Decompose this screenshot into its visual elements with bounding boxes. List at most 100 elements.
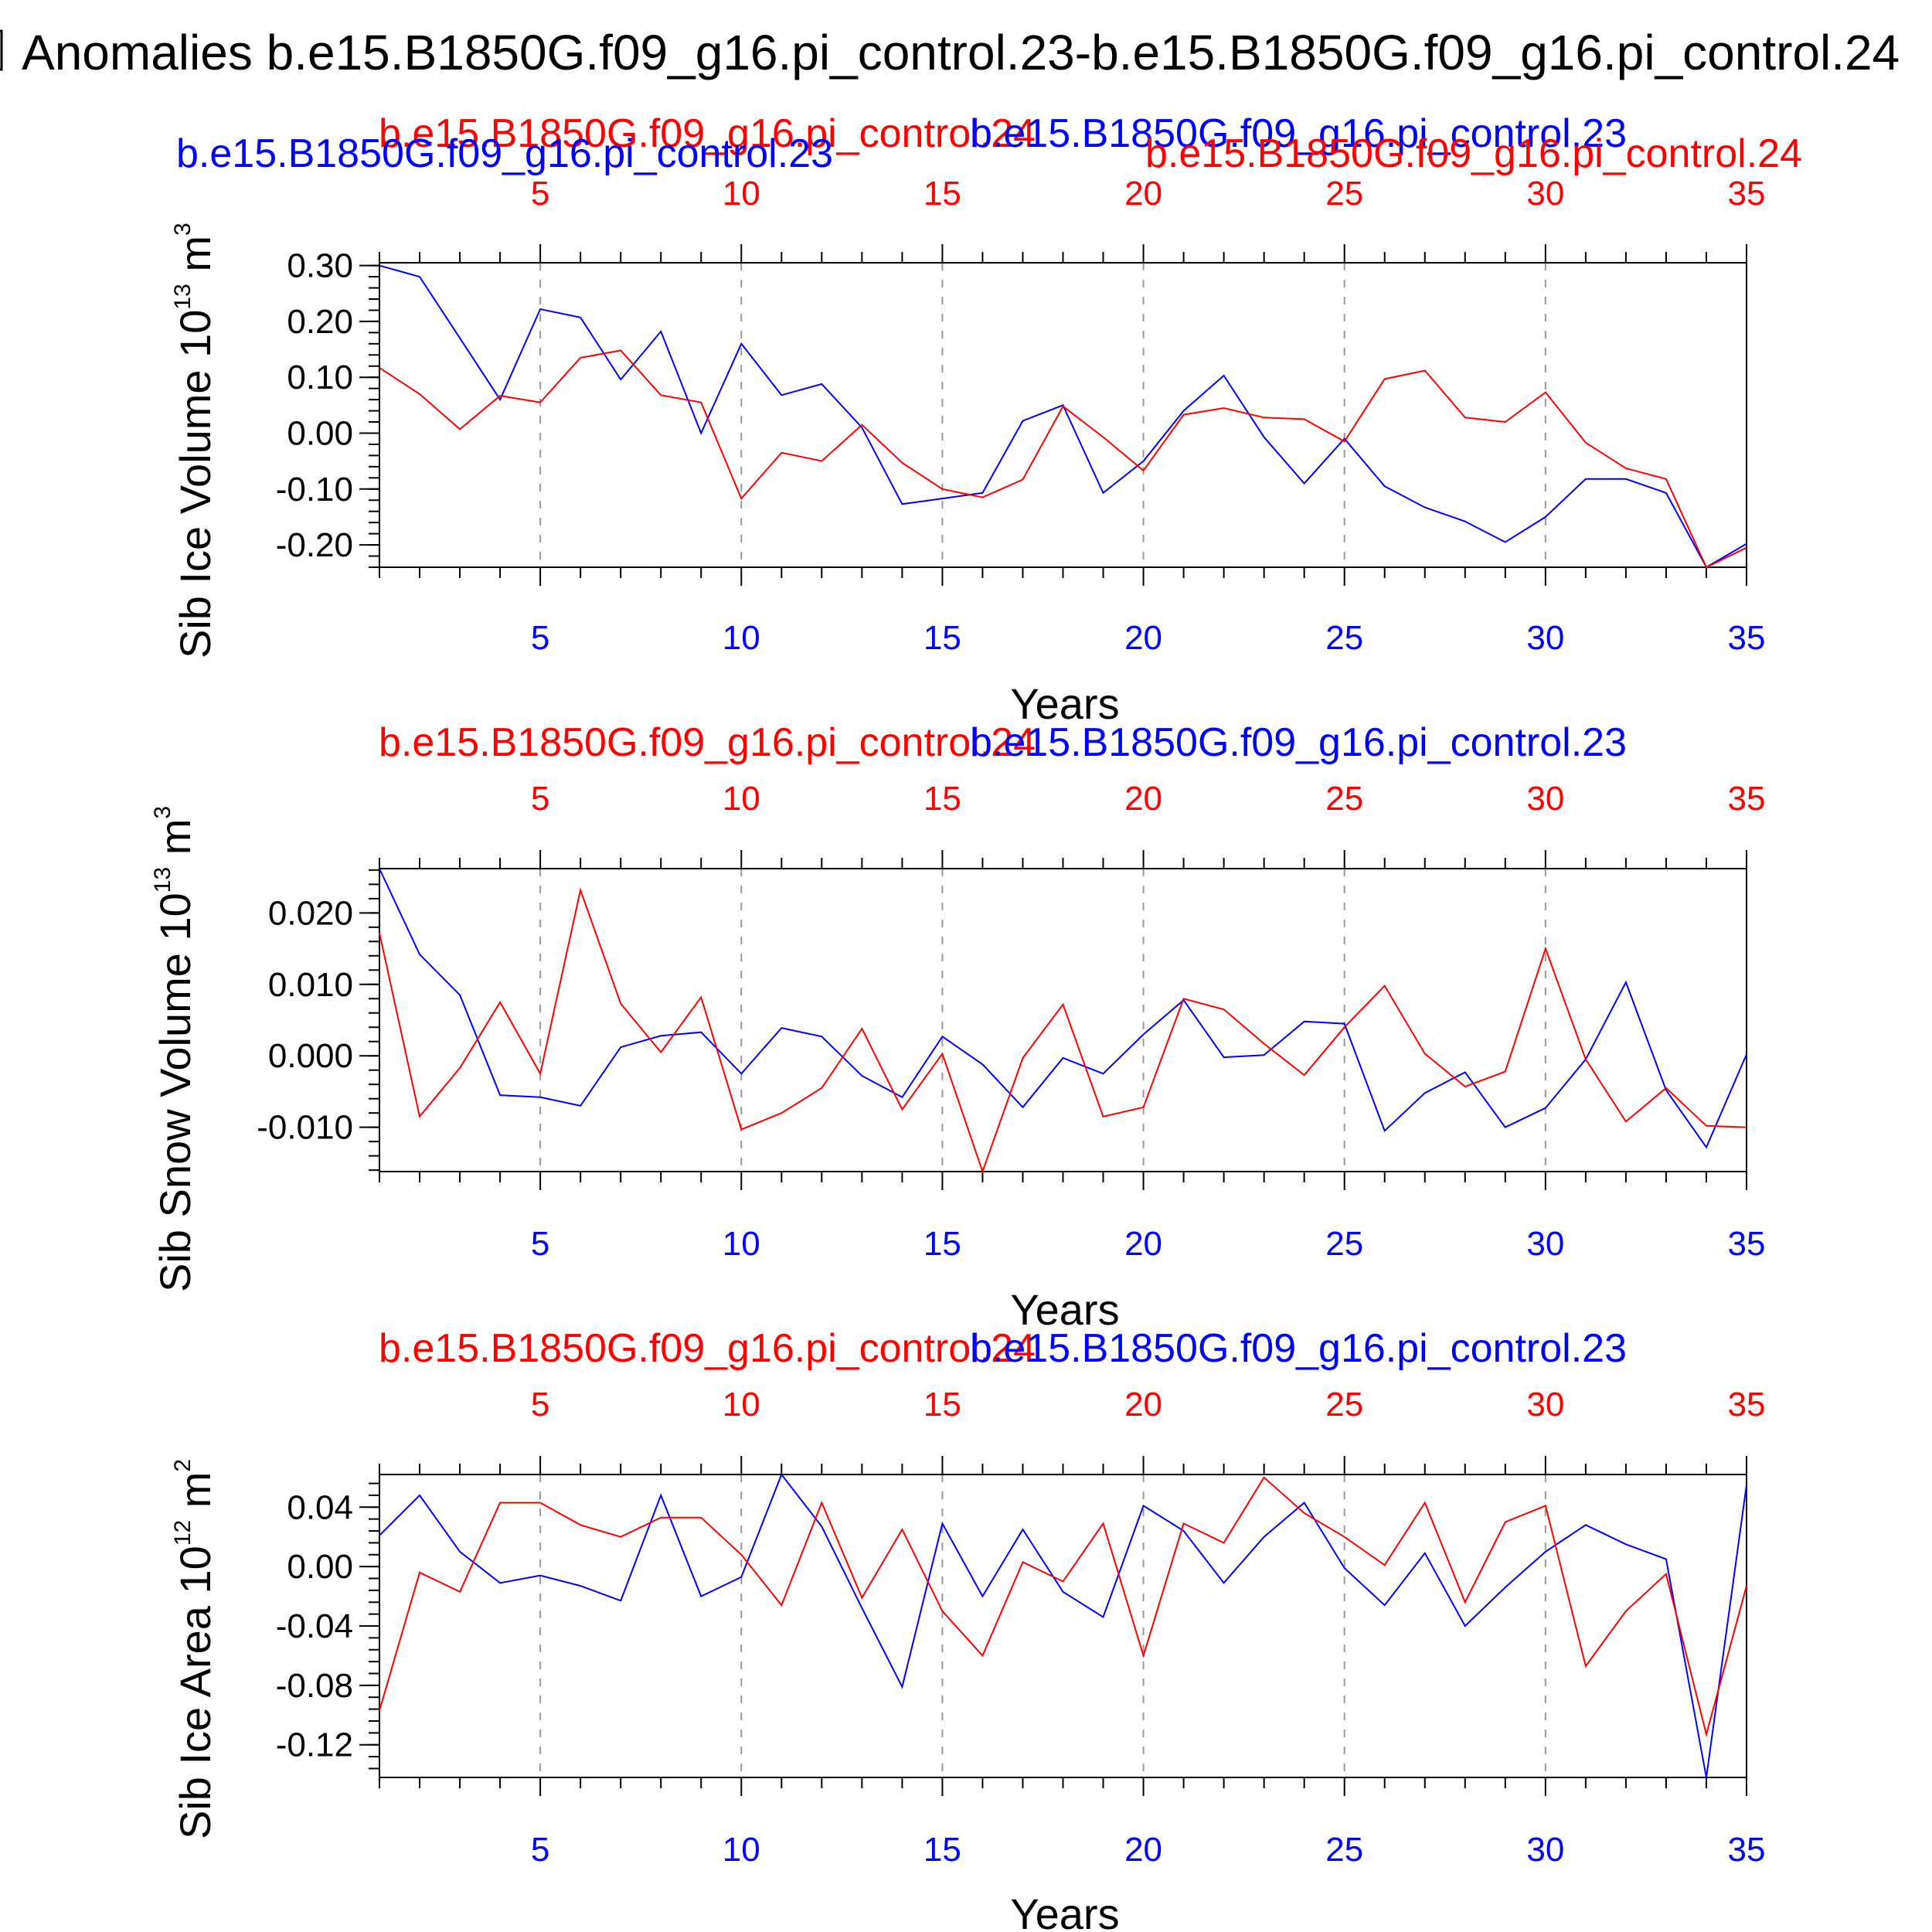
y-tick-label: 0.00 <box>287 414 353 452</box>
x-tick-label-top: 5 <box>531 780 549 818</box>
series-line-red <box>379 1476 1747 1738</box>
x-tick-label-top: 20 <box>1124 175 1162 213</box>
series-line-red <box>379 349 1747 569</box>
x-tick-label-bottom: 20 <box>1124 1831 1162 1869</box>
title-fragment-glyph <box>0 29 3 71</box>
y-tick-label: -0.12 <box>276 1726 353 1764</box>
y-tick-label: 0.000 <box>268 1037 353 1075</box>
y-axis-unit-tail: m <box>151 819 199 855</box>
y-axis-unit-tail-exp: 3 <box>150 806 175 819</box>
x-tick-label-bottom: 35 <box>1728 619 1766 657</box>
top-run-label-blue: b.e15.B1850G.f09_g16.pi_control.23 <box>970 111 1627 156</box>
y-axis-unit-tail: m <box>171 236 219 272</box>
y-tick-label: -0.04 <box>276 1607 353 1645</box>
y-axis-label-name: Sib Snow Volume <box>151 953 199 1292</box>
y-tick-label: 0.30 <box>287 247 353 285</box>
x-tick-label-bottom: 10 <box>723 619 760 657</box>
y-tick-label: 0.20 <box>287 303 353 341</box>
series-line-red <box>379 887 1747 1175</box>
x-tick-label-top: 5 <box>531 1386 549 1423</box>
y-tick-label: -0.10 <box>276 471 353 509</box>
x-tick-label-bottom: 15 <box>923 619 961 657</box>
series-line-blue <box>379 868 1747 1149</box>
x-tick-label-bottom: 5 <box>531 619 549 657</box>
top-run-label-red: b.e15.B1850G.f09_g16.pi_control.24 <box>379 720 1036 765</box>
panel-snow-volume: 5 5 10 10 15 15 20 20 25 25 30 30 35 35 0.020 0.010 0.00… <box>150 720 1765 1334</box>
x-tick-label-bottom: 20 <box>1124 619 1162 657</box>
y-axis-label: Sib Ice Area 1012 m2 <box>170 1459 219 1839</box>
x-tick-label-bottom: 25 <box>1325 1831 1363 1869</box>
y-axis-unit-tail-exp: 2 <box>170 1459 196 1472</box>
x-tick-label-top: 25 <box>1325 1386 1363 1423</box>
series-line-blue <box>379 264 1747 569</box>
y-axis-label: Sib Ice Volume 1013 m3 <box>170 223 219 658</box>
title-group: Anomalies b.e15.B1850G.f09_g16.pi_contro… <box>0 25 1900 80</box>
x-tick-label-top: 25 <box>1325 175 1363 213</box>
main-title: Anomalies b.e15.B1850G.f09_g16.pi_contro… <box>22 25 1900 80</box>
x-axis-label: Years <box>1010 679 1119 728</box>
x-tick-label-bottom: 30 <box>1526 1831 1564 1869</box>
y-axis-unit-tail-exp: 3 <box>170 223 196 236</box>
x-tick-label-top: 10 <box>723 1386 760 1423</box>
x-axis-label: Years <box>1010 1285 1119 1334</box>
x-tick-label-bottom: 10 <box>723 1831 760 1869</box>
x-tick-label-top: 25 <box>1325 780 1363 818</box>
x-tick-label-top: 5 <box>531 175 549 213</box>
x-tick-label-top: 10 <box>723 175 760 213</box>
y-axis-unit-base: 10 <box>171 310 219 358</box>
plot-frame <box>379 262 1747 568</box>
y-tick-label: -0.08 <box>276 1667 353 1705</box>
y-tick-label: 0.020 <box>268 894 353 932</box>
panel-ice-area: 5 5 10 10 15 15 20 20 25 25 30 30 35 35 0.04 0.00 -0.04 -… <box>170 1326 1765 1932</box>
y-tick-label: 0.10 <box>287 359 353 396</box>
x-tick-label-bottom: 30 <box>1526 619 1564 657</box>
y-tick-label: 0.04 <box>287 1488 353 1526</box>
x-tick-label-top: 35 <box>1728 1386 1766 1423</box>
x-tick-label-top: 30 <box>1526 780 1564 818</box>
panel-ice-volume: 5 5 10 10 15 15 20 20 25 25 30 30 35 35 0.30 0.20 0.10 0.… <box>170 111 1802 728</box>
y-tick-label: 0.010 <box>268 966 353 1004</box>
x-tick-label-top: 30 <box>1526 1386 1564 1423</box>
y-axis-unit-base: 10 <box>171 1546 219 1594</box>
top-run-label-red: b.e15.B1850G.f09_g16.pi_control.24 <box>379 1326 1036 1371</box>
y-axis-unit-exp: 12 <box>170 1520 196 1546</box>
x-tick-label-top: 15 <box>923 1386 961 1423</box>
plot-frame <box>379 1474 1747 1778</box>
x-tick-label-bottom: 5 <box>531 1831 549 1869</box>
x-tick-label-bottom: 5 <box>531 1225 549 1263</box>
plot-frame <box>379 868 1747 1172</box>
y-axis-unit-base: 10 <box>151 893 199 940</box>
y-tick-label: 0.00 <box>287 1548 353 1586</box>
extra-run-label-blue: b.e15.B1850G.f09_g16.pi_control.23 <box>176 131 833 176</box>
x-tick-label-bottom: 35 <box>1728 1225 1766 1263</box>
x-tick-label-bottom: 20 <box>1124 1225 1162 1263</box>
x-tick-label-bottom: 30 <box>1526 1225 1564 1263</box>
x-tick-label-top: 20 <box>1124 1386 1162 1423</box>
top-run-label-blue: b.e15.B1850G.f09_g16.pi_control.23 <box>970 720 1627 765</box>
top-run-label-blue: b.e15.B1850G.f09_g16.pi_control.23 <box>970 1326 1627 1371</box>
x-tick-label-top: 15 <box>923 780 961 818</box>
x-tick-label-bottom: 15 <box>923 1831 961 1869</box>
x-tick-label-top: 20 <box>1124 780 1162 818</box>
y-axis-label-name: Sib Ice Volume <box>171 369 219 658</box>
x-tick-label-top: 35 <box>1728 780 1766 818</box>
y-axis-unit-exp: 13 <box>150 867 175 893</box>
y-tick-label: -0.20 <box>276 526 353 564</box>
y-axis-label: Sib Snow Volume 1013 m3 <box>150 806 199 1292</box>
extra-run-label-red: b.e15.B1850G.f09_g16.pi_control.24 <box>1145 131 1802 176</box>
y-axis-unit-exp: 13 <box>170 284 196 309</box>
x-tick-label-bottom: 35 <box>1728 1831 1766 1869</box>
y-axis-unit-tail: m <box>171 1472 219 1509</box>
x-axis-label: Years <box>1010 1889 1119 1932</box>
y-tick-label: -0.010 <box>257 1109 353 1147</box>
x-tick-label-top: 15 <box>923 175 961 213</box>
x-tick-label-bottom: 25 <box>1325 619 1363 657</box>
x-tick-label-top: 30 <box>1526 175 1564 213</box>
series-line-blue <box>379 1472 1747 1778</box>
x-tick-label-top: 35 <box>1728 175 1766 213</box>
x-tick-label-bottom: 25 <box>1325 1225 1363 1263</box>
x-tick-label-bottom: 15 <box>923 1225 961 1263</box>
y-axis-label-name: Sib Ice Area <box>171 1605 219 1839</box>
top-run-label-red: b.e15.B1850G.f09_g16.pi_control.24 <box>379 111 1036 156</box>
